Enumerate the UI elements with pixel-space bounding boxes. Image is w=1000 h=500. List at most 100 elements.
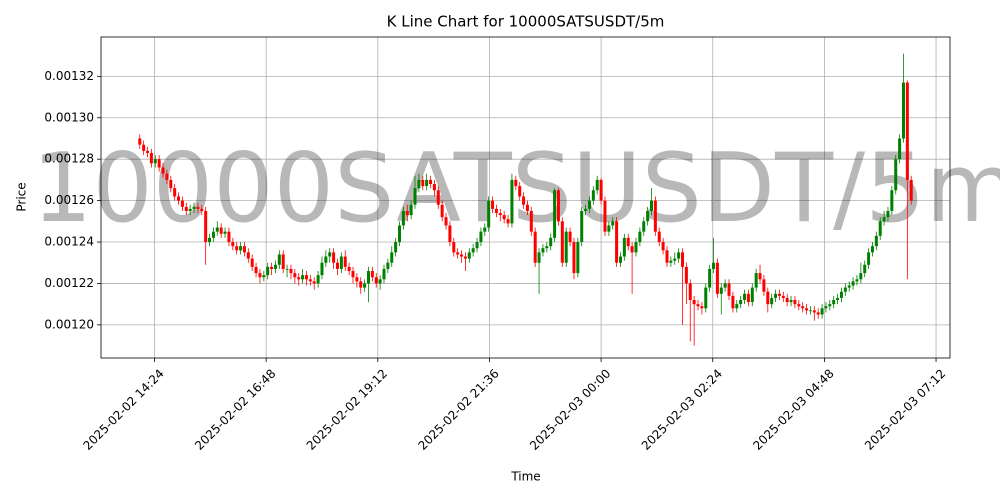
candle-body [432,184,436,191]
candle-body [196,206,200,209]
candle-body [285,268,289,270]
candle-body [394,242,398,253]
candle-body [266,266,270,276]
candle-body [766,291,770,305]
candle-body [273,264,277,269]
candle-body [642,221,646,232]
candle-body [456,252,460,255]
candle-body [774,293,778,298]
candle-body [339,256,343,269]
candle-body [242,246,246,253]
candle-body [386,262,390,269]
candle-body [510,179,514,224]
candle-body [696,304,700,307]
candle-body [355,277,359,282]
y-tick-label: 0.00122 [44,276,94,290]
candle-body [812,310,816,313]
candle-body [723,283,727,288]
candle-body [626,237,630,247]
candle-body [797,304,801,307]
candle-body [719,287,723,294]
candle-body [463,256,467,259]
candle-body [335,262,339,269]
candle-body [805,308,809,311]
candle-body [630,246,634,253]
candle-body [568,231,572,243]
candle-body [832,300,836,305]
candle-body [529,210,533,232]
candle-body [851,281,855,286]
candle-body [859,273,863,280]
candle-body [681,252,685,267]
y-tick-label: 0.00120 [44,317,94,331]
candle-body [192,206,196,209]
candle-body [390,252,394,263]
candle-body [564,231,568,263]
candle-body [595,179,599,191]
candle-body [347,266,351,272]
candle-body [874,235,878,247]
candle-body [653,200,657,232]
candle-body [684,266,688,284]
candle-body [867,252,871,265]
candle-body [549,237,553,247]
candle-body [878,221,882,236]
chart-title: K Line Chart for 10000SATSUSDT/5m [387,13,665,31]
candle-body [425,179,429,187]
candle-body [405,210,409,216]
candle-body [909,179,913,201]
candle-body [657,231,661,243]
candle-body [533,231,537,263]
candle-body [479,231,483,243]
candle-body [223,231,227,234]
candle-body [211,231,215,238]
candle-body [471,248,475,253]
candle-body [332,252,336,263]
candle-body [754,273,758,288]
candle-body [762,279,766,292]
candle-body [231,242,235,247]
grid [101,37,950,358]
candle-body [188,208,192,211]
candle-body [855,279,859,282]
candle-body [525,204,529,211]
candle-body [161,167,165,174]
candle-body [293,273,297,278]
candle-body [270,266,274,269]
candle-body [366,271,370,284]
candle-body [250,258,254,267]
plot-frame [100,36,951,359]
candle-body [537,252,541,263]
candle-body [576,242,580,274]
candle-body [715,262,719,294]
candle-body [894,159,898,191]
candle-body [184,206,188,211]
candle-body [739,300,743,305]
candle-body [649,200,653,211]
candle-body [870,246,874,253]
candle-body [374,277,378,284]
candle-body [483,227,487,232]
candle-body [246,252,250,259]
candle-body [638,231,642,243]
candle-body [258,273,262,278]
y-tick-label: 0.00124 [44,235,94,249]
candle-body [208,237,212,243]
candle-body [789,300,793,303]
candle-body [735,304,739,309]
candle-body [460,254,464,257]
candle-body [522,196,526,205]
candle-body [149,152,153,164]
y-axis-label: Price [15,182,29,211]
candle-body [545,246,549,249]
candle-body [700,306,704,309]
candle-body [413,188,417,205]
candles [138,53,913,346]
candle-body [173,188,177,197]
candle-body [506,219,510,224]
candle-body [556,190,560,222]
candle-body [541,248,545,253]
candle-body [320,262,324,276]
